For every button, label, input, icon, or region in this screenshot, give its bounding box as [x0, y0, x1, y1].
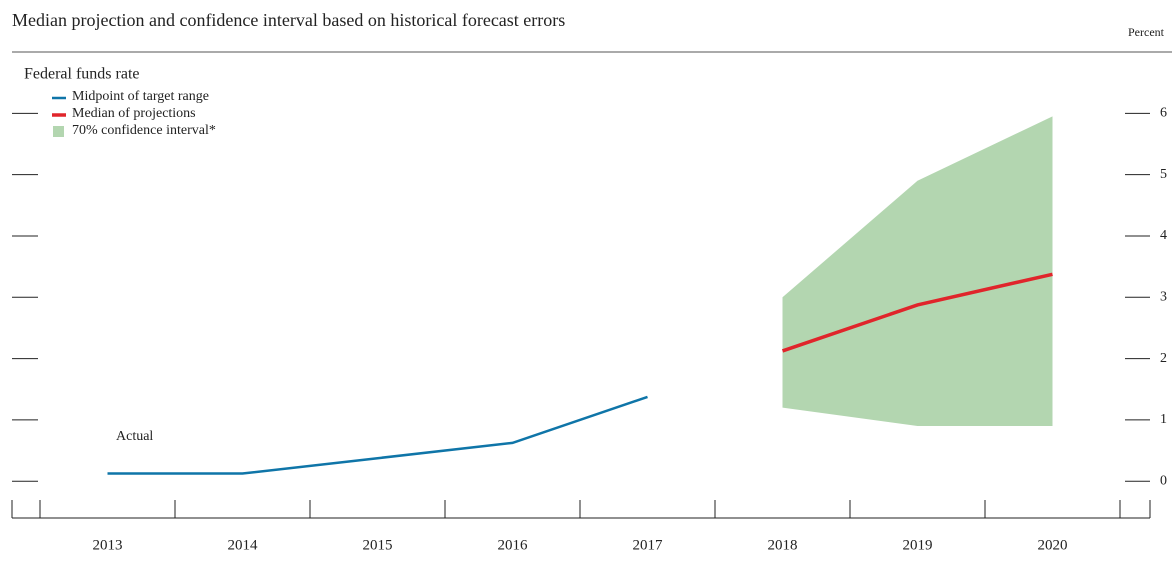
y-tick-label: 0 [1160, 473, 1167, 488]
x-tick-label: 2018 [768, 537, 798, 553]
annotation: Actual [116, 429, 153, 444]
y-tick-label: 6 [1160, 106, 1167, 121]
y-tick-label: 2 [1160, 351, 1167, 366]
legend-label: Median of projections [72, 106, 196, 121]
legend-label: 70% confidence interval* [72, 123, 216, 138]
subtitle: Federal funds rate [24, 66, 140, 83]
y-tick-label: 5 [1160, 167, 1167, 182]
x-tick-label: 2017 [633, 537, 664, 553]
y-axis-label: Percent [1128, 25, 1165, 39]
x-tick-label: 2014 [228, 537, 259, 553]
series-line [781, 272, 1053, 353]
y-tick-label: 1 [1160, 412, 1167, 427]
x-tick-label: 2016 [498, 537, 529, 553]
legend-label: Midpoint of target range [72, 89, 209, 104]
series-line [107, 395, 648, 475]
x-tick-label: 2013 [93, 537, 123, 553]
x-tick-label: 2015 [363, 537, 393, 553]
y-tick-label: 3 [1160, 289, 1167, 304]
x-tick-label: 2020 [1038, 537, 1068, 553]
legend-swatch [53, 126, 64, 137]
x-tick-label: 2019 [903, 537, 933, 553]
confidence-band [782, 116, 1053, 427]
y-tick-label: 4 [1160, 228, 1167, 243]
chart-title: Median projection and confidence interva… [12, 10, 565, 30]
